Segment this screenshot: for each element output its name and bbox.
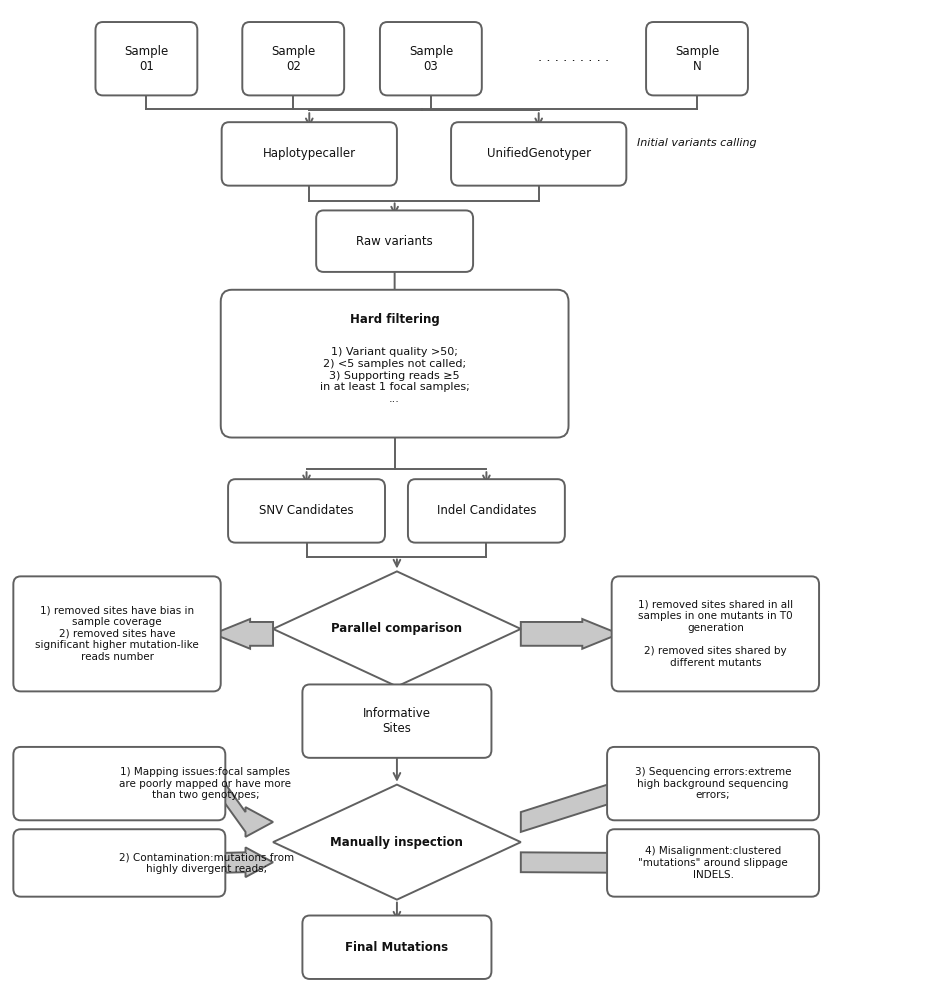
Text: Indel Candidates: Indel Candidates xyxy=(437,504,536,517)
FancyBboxPatch shape xyxy=(451,122,626,186)
Text: SNV Candidates: SNV Candidates xyxy=(259,504,354,517)
FancyBboxPatch shape xyxy=(221,122,397,186)
Text: 1) Variant quality >50;
2) <5 samples not called;
3) Supporting reads ≥5
in at l: 1) Variant quality >50; 2) <5 samples no… xyxy=(319,347,469,404)
Text: Parallel comparison: Parallel comparison xyxy=(332,622,462,635)
FancyBboxPatch shape xyxy=(243,22,344,95)
Text: 2) Contamination:mutations from
highly divergent reads;: 2) Contamination:mutations from highly d… xyxy=(119,852,294,874)
FancyBboxPatch shape xyxy=(607,829,820,897)
Polygon shape xyxy=(520,769,642,832)
Text: Hard filtering: Hard filtering xyxy=(350,313,440,326)
Text: Sample
02: Sample 02 xyxy=(271,45,316,73)
Text: Raw variants: Raw variants xyxy=(357,235,433,248)
Text: Final Mutations: Final Mutations xyxy=(345,941,448,954)
FancyBboxPatch shape xyxy=(13,829,225,897)
FancyBboxPatch shape xyxy=(316,210,473,272)
Text: 3) Sequencing errors:extreme
high background sequencing
errors;: 3) Sequencing errors:extreme high backgr… xyxy=(635,767,792,800)
FancyBboxPatch shape xyxy=(303,916,492,979)
Text: 1) removed sites have bias in
sample coverage
2) removed sites have
significant : 1) removed sites have bias in sample cov… xyxy=(35,606,199,662)
Text: Initial variants calling: Initial variants calling xyxy=(637,138,757,148)
FancyBboxPatch shape xyxy=(408,479,565,543)
Text: UnifiedGenotyper: UnifiedGenotyper xyxy=(487,147,591,160)
Text: . . . . . . . . .: . . . . . . . . . xyxy=(538,51,608,64)
Polygon shape xyxy=(273,571,520,686)
FancyBboxPatch shape xyxy=(612,576,820,691)
FancyBboxPatch shape xyxy=(646,22,748,95)
FancyBboxPatch shape xyxy=(95,22,197,95)
Text: 1) removed sites shared in all
samples in one mutants in T0
generation

2) remov: 1) removed sites shared in all samples i… xyxy=(638,600,793,668)
FancyBboxPatch shape xyxy=(607,747,820,820)
Text: 1) Mapping issues:focal samples
are poorly mapped or have more
than two genotype: 1) Mapping issues:focal samples are poor… xyxy=(119,767,292,800)
Text: Sample
01: Sample 01 xyxy=(124,45,169,73)
FancyBboxPatch shape xyxy=(13,576,220,691)
Text: 4) Misalignment:clustered
"mutations" around slippage
INDELS.: 4) Misalignment:clustered "mutations" ar… xyxy=(638,846,788,880)
Text: Informative
Sites: Informative Sites xyxy=(363,707,431,735)
FancyBboxPatch shape xyxy=(228,479,385,543)
FancyBboxPatch shape xyxy=(220,290,569,438)
Polygon shape xyxy=(218,774,273,837)
FancyBboxPatch shape xyxy=(303,684,492,758)
Polygon shape xyxy=(213,619,273,649)
Text: Sample
03: Sample 03 xyxy=(408,45,453,73)
FancyBboxPatch shape xyxy=(13,747,225,820)
Polygon shape xyxy=(218,847,273,877)
Text: Haplotypecaller: Haplotypecaller xyxy=(263,147,356,160)
Polygon shape xyxy=(520,848,642,878)
FancyBboxPatch shape xyxy=(380,22,482,95)
Polygon shape xyxy=(520,619,619,649)
Text: Sample
N: Sample N xyxy=(675,45,720,73)
Text: Manually inspection: Manually inspection xyxy=(331,836,463,849)
Polygon shape xyxy=(273,785,520,900)
